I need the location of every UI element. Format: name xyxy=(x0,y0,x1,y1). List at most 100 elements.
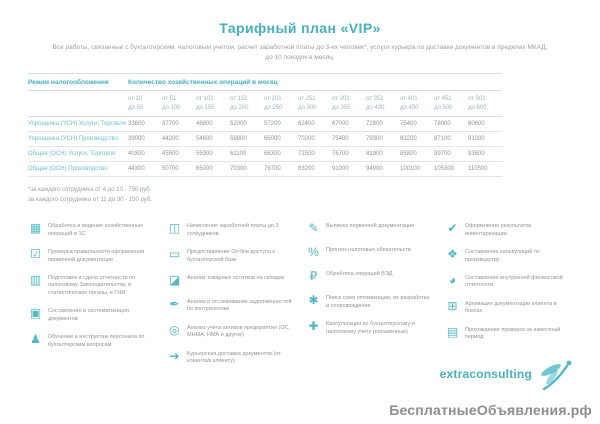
cell-value: 81900 xyxy=(366,146,400,162)
service-item: ◕ Составление внутренней финансовой отчет… xyxy=(445,273,572,290)
table-row: Упрощенка (УСН) Услуги, Торговля 33600 377… xyxy=(28,116,503,132)
cell-value: 59800 xyxy=(230,131,264,147)
cell-value: 76700 xyxy=(264,161,298,177)
pie-chart-icon: ◕ xyxy=(448,272,457,287)
asset-analysis-icon: ◎ xyxy=(169,322,180,337)
operations-count-header: Количество хозяйственных операций в меся… xyxy=(128,73,503,92)
cell-value: 105300 xyxy=(434,161,468,177)
service-item-label: Выписка первичной документации xyxy=(326,223,415,230)
cell-value: 62400 xyxy=(298,116,332,132)
cell-value: 76700 xyxy=(332,146,366,162)
cell-value: 94900 xyxy=(366,161,400,177)
service-item: ➔ Курьерская доставка документов (от клие… xyxy=(167,349,294,366)
cell-value: 40300 xyxy=(128,146,162,162)
cell-value: 44200 xyxy=(162,131,196,147)
cell-value: 44300 xyxy=(128,161,162,177)
service-item: ◎ Анализ учета активов предприятия (ОС, М… xyxy=(167,323,294,340)
cell-value: 85800 xyxy=(400,146,434,162)
footnote-line: за каждого сотрудника от 11 до 30 - 150 … xyxy=(28,197,152,204)
service-item: ▭ Предоставление On-line доступа к бухгал… xyxy=(167,247,294,264)
table-row: Упрощенка (УСН) Производство 39000 44200 54… xyxy=(28,131,503,147)
service-item-label: Обработка операций ВЭД xyxy=(326,271,393,278)
table-row: Общая (ОСН) Производство 44300 50700 65000 7… xyxy=(28,161,503,177)
service-item-label: Анализ учета активов предприятия (ОС, МН… xyxy=(187,324,291,339)
col-range: от 351 до 400 xyxy=(366,90,400,117)
services-column: ◫ Начисление заработной платы до 3 сотруд… xyxy=(167,221,294,365)
service-item-label: Поиск схем оптимизации, их разработка и … xyxy=(326,295,430,309)
table-body: Упрощенка (УСН) Услуги, Торговля 33600 377… xyxy=(28,116,503,177)
service-item: ✚ Консультация по бухгалтерскому и налого… xyxy=(306,319,433,336)
cell-value: 39000 xyxy=(128,131,162,147)
tax-regime-header: Режим налогообложения xyxy=(28,73,128,92)
row-label: Общая (ОСН) Производство xyxy=(28,161,128,177)
page-subtitle: Все работы, связанные с бухгалтерским, н… xyxy=(52,44,548,62)
service-item: ▦ Обработка и ведение хозяйственных опера… xyxy=(28,221,155,238)
service-item-label: Предоставление On-line доступа к бухгалт… xyxy=(187,249,275,263)
tariff-table: Режим налогообложения Количество хозяйст… xyxy=(28,73,503,177)
service-item: ◫ Начисление заработной платы до 3 сотруд… xyxy=(167,221,294,238)
service-item-label: Анализ и отслеживание задолженностей по … xyxy=(187,298,292,313)
col-range: от 401 до 450 xyxy=(400,90,434,117)
brand-name: extraconsulting xyxy=(439,367,532,381)
service-item-label: Оформление результатов инвентаризации xyxy=(465,223,532,237)
service-item: ⊞ Архивация документации клиента в боксах xyxy=(445,299,572,316)
service-item-label: Начисление заработной платы до 3 сотрудн… xyxy=(187,223,279,237)
service-item: % Прогноз налоговых обязательств xyxy=(306,245,433,260)
inventory-check-icon: ✔ xyxy=(447,221,458,236)
optimization-gear-icon: ✱ xyxy=(308,293,319,308)
cell-value: 71500 xyxy=(298,146,332,162)
pushpin-icon: ✚ xyxy=(308,319,319,334)
service-item: ☑ Проверка правильности оформления первич… xyxy=(28,247,155,264)
services-column: ✔ Оформление результатов инвентаризации ❖ С… xyxy=(445,221,572,365)
service-item-label: Составление внутренней финансовой отчетн… xyxy=(465,274,563,289)
documents-folder-icon: ▣ xyxy=(29,306,42,321)
service-item: ▥ Подготовка и сдача отчетности по налого… xyxy=(28,273,155,297)
service-item-label: Анализ товарных остатков на складах xyxy=(187,274,285,281)
percent-icon: % xyxy=(308,245,319,260)
cell-value: 100100 xyxy=(400,161,434,177)
footnote-line: *за каждого сотрудника от 4 до 10 - 750 … xyxy=(28,186,152,193)
calculation-cards-icon: ❖ xyxy=(447,247,458,262)
service-item-label: Обработка и ведение хозяйственных операц… xyxy=(48,223,143,237)
service-item: ♟ Обучение и инструктаж персонала по бухг… xyxy=(28,332,155,349)
service-item: ❖ Составление калькуляций по производству xyxy=(445,247,572,264)
cell-value: 46800 xyxy=(196,116,230,132)
cell-value: 65000 xyxy=(264,131,298,147)
services-column: ▦ Обработка и ведение хозяйственных опера… xyxy=(28,221,155,365)
cell-value: 37700 xyxy=(162,116,196,132)
cell-value: 50700 xyxy=(162,161,196,177)
watermark: БесплатныеОбъявления.рф xyxy=(389,402,592,418)
services-grid: ▦ Обработка и ведение хозяйственных опера… xyxy=(28,221,572,365)
brand: extraconsulting xyxy=(440,356,578,392)
row-label: Упрощенка (УСН) Услуги, Торговля xyxy=(28,116,128,132)
cell-value: 83200 xyxy=(298,161,332,177)
cell-value: 61100 xyxy=(230,146,264,162)
col-range: от 301 до 350 xyxy=(332,90,366,117)
col-range: от 251 до 300 xyxy=(298,90,332,117)
service-item: ✱ Поиск схем оптимизации, их разработка и… xyxy=(306,293,433,310)
cell-value: 70200 xyxy=(298,131,332,147)
cell-value: 75400 xyxy=(332,131,366,147)
service-item-label: Составление и систематизация документов xyxy=(48,308,129,322)
audit-doc-icon: ▤ xyxy=(446,324,459,339)
cell-value: 65000 xyxy=(196,161,230,177)
cell-value: 78000 xyxy=(434,116,468,132)
service-item: ₽ Обработка операций ВЭД xyxy=(306,269,433,284)
courier-door-icon: ➔ xyxy=(169,348,180,363)
col-range: от 501 до 600 xyxy=(468,90,503,117)
dragonfly-logo-icon xyxy=(541,360,572,391)
col-range: от 151 до 200 xyxy=(230,90,264,117)
service-item: ◪ Анализ товарных остатков на складах xyxy=(167,273,294,288)
cell-value: 110500 xyxy=(468,161,503,177)
service-item-label: Обучение и инструктаж персонала по бухга… xyxy=(48,334,145,348)
service-item-label: Прогноз налоговых обязательств xyxy=(326,247,411,254)
currency-cycle-icon: ₽ xyxy=(309,269,318,284)
col-range: от 101 до 150 xyxy=(196,90,230,117)
cell-value: 55900 xyxy=(196,146,230,162)
cell-value: 79300 xyxy=(366,131,400,147)
page-title: Тарифный план «VIP» xyxy=(219,20,381,36)
service-item-label: Курьерская доставка документов (от клиен… xyxy=(187,350,281,365)
col-range: от 451 до 500 xyxy=(434,90,468,117)
cell-value: 45500 xyxy=(162,146,196,162)
